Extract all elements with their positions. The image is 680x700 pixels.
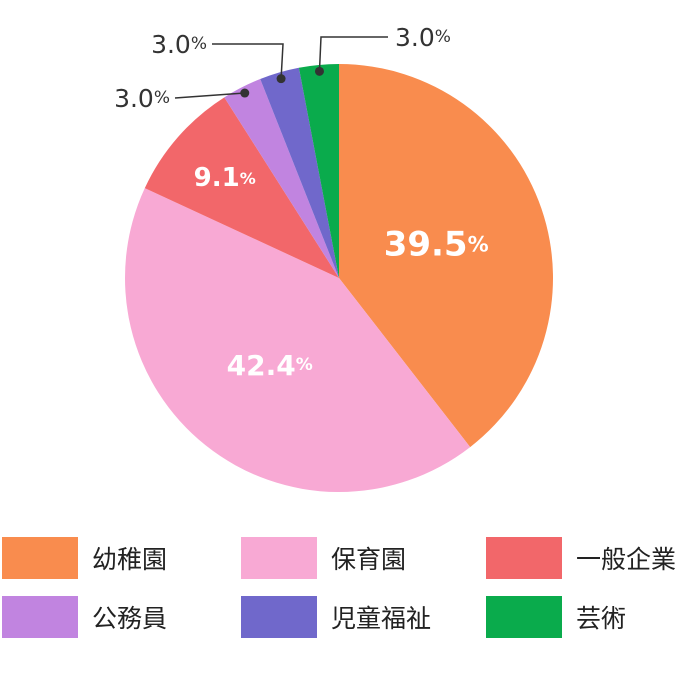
slice-civil-servant bbox=[224, 79, 339, 278]
callout-line bbox=[318, 36, 388, 72]
callout-line bbox=[212, 43, 284, 79]
slice-child-welfare bbox=[260, 67, 339, 278]
label-arts: 3.0% bbox=[395, 23, 451, 52]
slice-arts bbox=[298, 64, 339, 278]
slice-nursery bbox=[125, 188, 471, 492]
label-civil-servant: 3.0% bbox=[114, 84, 170, 113]
label-nursery: 42.4% bbox=[227, 349, 313, 382]
callout-dot bbox=[314, 66, 324, 76]
callout-dot bbox=[240, 88, 250, 98]
label-company: 9.1% bbox=[194, 163, 256, 193]
label-kindergarten: 39.5% bbox=[384, 225, 489, 265]
label-child-welfare: 3.0% bbox=[151, 30, 207, 59]
slice-kindergarten bbox=[339, 64, 553, 448]
slice-company bbox=[144, 97, 339, 278]
callout-dot bbox=[276, 74, 286, 84]
callout-line bbox=[174, 92, 245, 99]
